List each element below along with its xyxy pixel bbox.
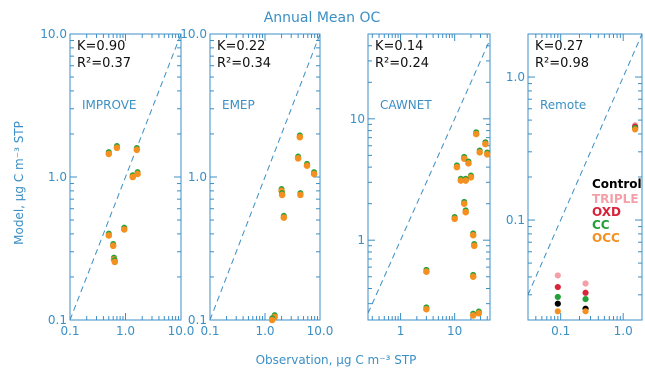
data-point-occ xyxy=(423,305,430,313)
legend-entry-occ: OCC xyxy=(592,231,620,245)
data-point-occ xyxy=(457,177,465,184)
data-point-cc xyxy=(554,293,561,301)
data-point-occ xyxy=(460,200,468,207)
data-point-triple xyxy=(554,272,561,279)
data-point-occ xyxy=(105,232,113,239)
network-label: IMPROVE xyxy=(82,98,137,112)
y-tick-label: 0.1 xyxy=(48,313,67,327)
data-point-occ xyxy=(472,130,480,138)
data-point-triple xyxy=(582,280,589,287)
data-point-occ xyxy=(133,146,141,154)
k-value: K=0.90 xyxy=(77,39,125,54)
one-to-one-line xyxy=(527,33,643,296)
x-tick-label: 1.0 xyxy=(255,324,274,338)
r-squared-value: R²=0.34 xyxy=(217,56,271,71)
data-point-occ xyxy=(423,268,430,276)
one-to-one-line xyxy=(69,33,182,321)
y-tick-label: 10 xyxy=(350,112,365,126)
y-tick-label: 1.0 xyxy=(506,70,525,84)
panel-improve: 0.1 1.0 10.0 0.1 1.0 10.0 K=0.90 R²=0.37 IMPROVE xyxy=(40,27,194,338)
data-point-oxd xyxy=(582,289,589,296)
data-point-occ xyxy=(482,140,489,148)
data-point-occ xyxy=(105,150,113,158)
data-point-occ xyxy=(469,231,477,239)
data-point-occ xyxy=(462,208,470,216)
data-point-oxd xyxy=(554,283,561,291)
x-tick-label: 10.0 xyxy=(168,324,195,338)
panel-remote: 0.1 1.0 0.1 1.0 K=0.27 R²=0.98 Remote xyxy=(506,33,643,338)
panels: 0.1 1.0 10.00.11.010.0K=0.90R²=0.37IMPROVE… xyxy=(40,27,643,338)
r-squared-value: R²=0.37 xyxy=(77,56,131,71)
data-point-occ xyxy=(111,258,119,266)
data-point-occ xyxy=(476,148,483,156)
data-point-occ xyxy=(120,226,128,233)
legend-entry-control: Control xyxy=(592,177,642,191)
y-tick-label: 1.0 xyxy=(48,170,67,184)
legend-entry-oxd: OXD xyxy=(592,205,621,219)
y-axis-label: Model, μg C m⁻³ STP xyxy=(12,121,26,245)
data-point-occ xyxy=(469,273,477,281)
y-tick-label: 1.0 xyxy=(188,170,207,184)
legend-entry-cc: CC xyxy=(592,218,610,232)
x-tick-label: 10 xyxy=(447,324,462,338)
r-squared-value: R²=0.98 xyxy=(535,56,589,71)
data-point-occ xyxy=(113,144,121,152)
x-tick-label: 0.1 xyxy=(200,324,219,338)
data-point-occ xyxy=(294,155,302,162)
plot-frame xyxy=(367,33,491,321)
data-point-occ xyxy=(451,215,458,223)
k-value: K=0.27 xyxy=(535,39,583,54)
data-point-occ xyxy=(129,173,137,181)
network-label: Remote xyxy=(540,98,586,112)
r-squared-value: R²=0.24 xyxy=(375,56,429,71)
data-point-occ xyxy=(582,308,589,315)
x-tick-label: 0.1 xyxy=(551,324,570,338)
x-axis-label: Observation, μg C m⁻³ STP xyxy=(256,353,417,367)
legend-entry-triple: TRIPLE xyxy=(592,192,639,206)
data-point-cc xyxy=(582,296,589,303)
panel-emep: 0.1 1.0 10.0 0.1 1.0 10.0 K=0.22 R²=0.34 EMEP xyxy=(180,27,333,338)
y-tick-label: 10.0 xyxy=(180,27,207,41)
network-label: CAWNET xyxy=(380,98,432,112)
x-tick-label: 1.0 xyxy=(116,324,135,338)
k-value: K=0.22 xyxy=(217,39,265,54)
x-tick-label: 1 xyxy=(397,324,405,338)
figure-title: Annual Mean OC xyxy=(264,10,381,26)
x-tick-label: 1.0 xyxy=(614,324,633,338)
one-to-one-line xyxy=(209,33,321,321)
y-tick-label: 0.1 xyxy=(506,213,525,227)
data-point-control xyxy=(554,300,561,307)
data-point-occ xyxy=(467,173,475,181)
data-point-occ xyxy=(453,163,461,171)
data-point-occ xyxy=(475,309,483,317)
data-point-occ xyxy=(109,242,117,250)
y-tick-label: 1 xyxy=(357,233,365,247)
data-point-occ xyxy=(465,160,472,167)
data-point-occ xyxy=(303,162,311,169)
data-point-occ xyxy=(297,191,304,199)
y-tick-label: 0.1 xyxy=(188,313,207,327)
data-point-occ xyxy=(470,242,478,250)
data-point-occ xyxy=(469,312,477,319)
data-point-occ xyxy=(631,126,639,133)
data-point-occ xyxy=(134,170,141,178)
data-point-occ xyxy=(280,214,288,221)
data-point-occ xyxy=(483,151,491,158)
k-value: K=0.14 xyxy=(375,39,423,54)
data-point-occ xyxy=(278,191,286,199)
y-tick-label: 10.0 xyxy=(40,27,67,41)
data-point-occ xyxy=(310,170,318,178)
data-point-occ xyxy=(462,177,470,184)
data-point-occ xyxy=(268,316,276,324)
data-point-occ xyxy=(296,133,304,141)
panel-cawnet: 1 10 1 10 K=0.14 R²=0.24 CAWNET xyxy=(350,33,491,338)
data-point-occ xyxy=(554,308,561,315)
x-tick-label: 0.1 xyxy=(60,324,79,338)
network-label: EMEP xyxy=(222,98,255,112)
x-tick-label: 10.0 xyxy=(307,324,334,338)
